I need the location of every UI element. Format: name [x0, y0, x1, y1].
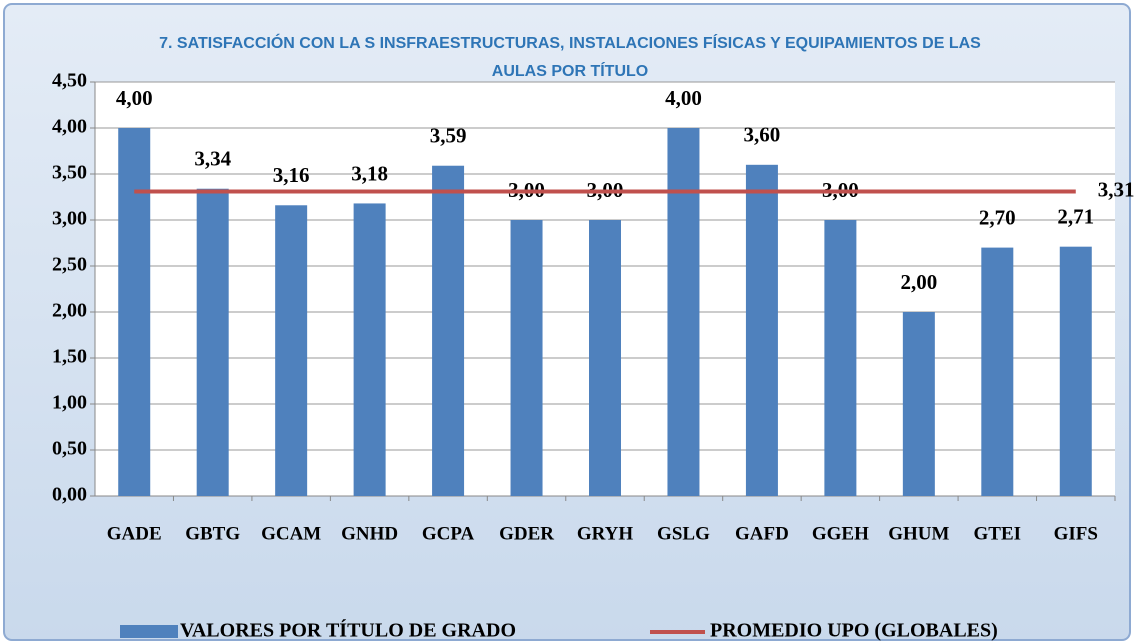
x-tick-label: GHUM — [888, 523, 949, 544]
bar — [745, 164, 778, 497]
data-label: 4,00 — [665, 86, 702, 110]
x-tick-label: GAFD — [735, 523, 789, 544]
y-tick-label: 4,50 — [52, 70, 87, 92]
legend-label: VALORES POR TÍTULO DE GRADO — [180, 619, 516, 642]
legend-label: PROMEDIO UPO (GLOBALES) — [710, 620, 998, 642]
bar — [275, 205, 308, 496]
bar — [510, 220, 543, 496]
data-label: 3,59 — [430, 124, 467, 148]
data-label: 2,71 — [1057, 204, 1094, 228]
bar — [981, 247, 1014, 496]
data-label: 3,18 — [351, 161, 388, 185]
data-label: 3,31 — [1098, 177, 1135, 201]
x-tick-label: GSLG — [657, 523, 710, 544]
x-tick-label: GRYH — [577, 523, 634, 544]
y-tick-label: 0,00 — [52, 484, 87, 506]
data-label: 3,60 — [744, 123, 781, 147]
x-tick-label: GBTG — [185, 523, 240, 544]
bar — [667, 128, 700, 496]
x-tick-label: GTEI — [974, 523, 1022, 544]
bar — [824, 220, 857, 496]
y-tick-label: 2,00 — [52, 300, 87, 322]
y-tick-label: 3,00 — [52, 208, 87, 230]
y-tick-label: 1,50 — [52, 346, 87, 368]
bar — [118, 128, 151, 496]
bar — [432, 165, 465, 496]
data-label: 4,00 — [116, 86, 153, 110]
x-tick-label: GDER — [499, 523, 554, 544]
y-tick-label: 4,00 — [52, 116, 87, 138]
y-tick-label: 0,50 — [52, 438, 87, 460]
y-tick-label: 3,50 — [52, 162, 87, 184]
x-tick-label: GGEH — [812, 523, 869, 544]
x-tick-label: GADE — [107, 523, 162, 544]
bar — [353, 203, 386, 496]
legend-swatch — [120, 625, 178, 638]
data-label: 2,70 — [979, 205, 1016, 229]
x-tick-label: GCAM — [261, 523, 321, 544]
data-label: 2,00 — [900, 270, 937, 294]
x-tick-label: GIFS — [1054, 523, 1098, 544]
bar — [1059, 246, 1092, 496]
data-label: 3,16 — [273, 163, 310, 187]
bar — [196, 188, 229, 496]
chart-title: 7. SATISFACCIÓN CON LA S INSFRAESTRUCTUR… — [159, 35, 981, 80]
x-tick-label: GNHD — [341, 523, 398, 544]
y-tick-label: 2,50 — [52, 254, 87, 276]
bar — [902, 312, 935, 496]
x-tick-label: GCPA — [422, 523, 475, 544]
y-tick-label: 1,00 — [52, 392, 87, 414]
data-label: 3,34 — [194, 147, 231, 171]
bar — [589, 220, 621, 496]
